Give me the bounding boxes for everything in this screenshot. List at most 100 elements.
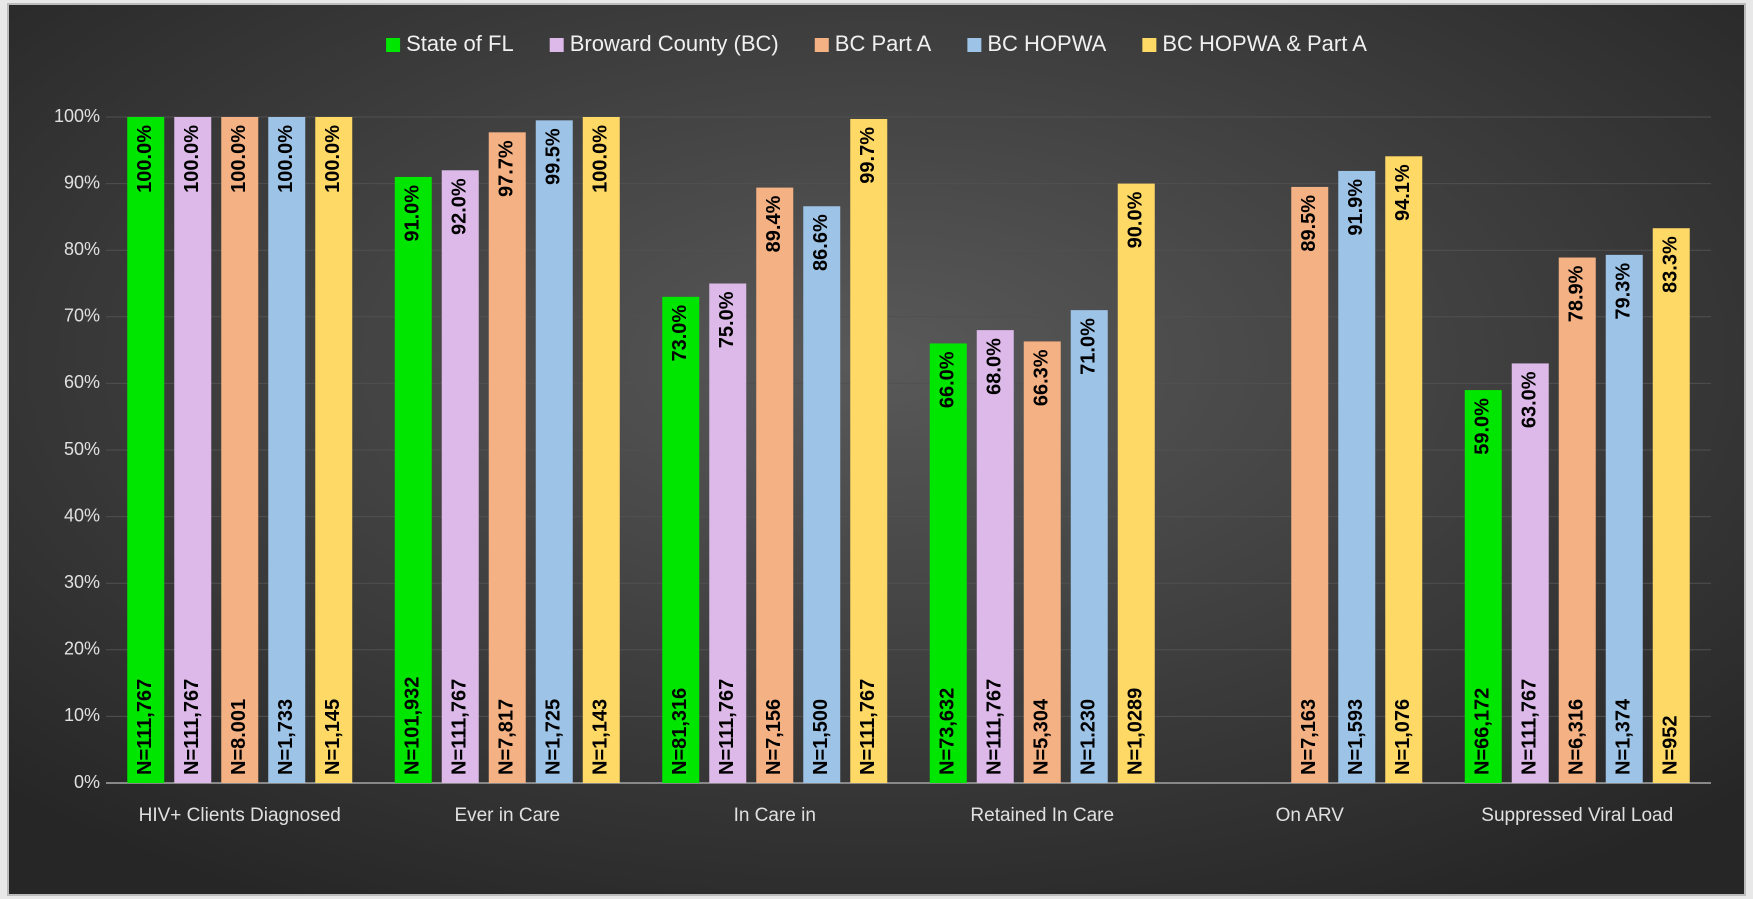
value-label: 71.0%	[1078, 318, 1100, 375]
y-tick-label: 70%	[64, 306, 100, 326]
value-label: 91.0%	[402, 185, 424, 242]
value-label: 78.9%	[1566, 265, 1588, 322]
y-tick-label: 60%	[64, 372, 100, 392]
bar	[1464, 390, 1502, 783]
bar	[1338, 170, 1376, 784]
bar	[976, 330, 1014, 783]
bar	[221, 117, 259, 783]
value-label: 83.3%	[1660, 236, 1682, 293]
y-tick-label: 20%	[64, 639, 100, 659]
legend-label: Broward County (BC)	[570, 31, 779, 56]
value-label: 100.0%	[134, 125, 156, 193]
n-label: N=1,374	[1613, 698, 1635, 775]
n-label: N=7,817	[496, 699, 518, 775]
value-label: 86.6%	[810, 214, 832, 271]
x-tick-label: In Care in	[734, 805, 816, 826]
bar	[1652, 228, 1690, 784]
legend-label: BC Part A	[835, 31, 932, 56]
y-tick-label: 50%	[64, 439, 100, 459]
x-tick-label: Retained In Care	[970, 805, 1114, 826]
y-tick-label: 10%	[64, 705, 100, 725]
bar	[850, 118, 888, 784]
bar	[1070, 310, 1108, 783]
n-label: N=1,593	[1345, 699, 1367, 775]
value-label: 100.0%	[275, 125, 297, 193]
legend-label: BC HOPWA	[987, 31, 1106, 56]
x-tick-label: HIV+ Clients Diagnosed	[139, 805, 341, 826]
bar	[582, 117, 620, 783]
legend-swatch	[386, 38, 401, 52]
legend-swatch	[967, 38, 982, 52]
bar	[1558, 257, 1596, 783]
y-tick-label: 40%	[64, 505, 100, 525]
n-label: N=7,156	[763, 699, 785, 775]
value-label: 100.0%	[228, 125, 250, 193]
bar	[929, 343, 967, 783]
value-label: 91.9%	[1345, 179, 1367, 236]
bar	[1023, 341, 1061, 783]
n-label: N=7,163	[1298, 699, 1320, 775]
legend-swatch	[814, 38, 829, 52]
y-tick-label: 0%	[74, 772, 100, 792]
n-label: N=111,767	[181, 679, 203, 775]
bar	[174, 117, 212, 783]
n-label: N=952	[1660, 716, 1682, 776]
n-label: N=111,767	[984, 679, 1006, 775]
bar	[1605, 254, 1643, 783]
n-label: N=101,932	[402, 677, 424, 775]
y-tick-label: 90%	[64, 172, 100, 192]
n-label: N=1,0289	[1125, 688, 1147, 775]
value-label: 89.5%	[1298, 195, 1320, 252]
value-label: 100.0%	[590, 125, 612, 193]
n-label: N=8.001	[228, 699, 250, 775]
bar	[662, 296, 700, 783]
n-label: N=73,632	[937, 688, 959, 775]
bar	[127, 117, 165, 783]
bar	[709, 283, 747, 783]
n-label: N=1,725	[543, 699, 565, 775]
n-label: N=111,767	[449, 679, 471, 775]
y-tick-label: 80%	[64, 239, 100, 259]
bar	[1117, 183, 1155, 784]
bar	[1511, 363, 1549, 783]
value-label: 94.1%	[1392, 164, 1414, 221]
bar	[756, 187, 794, 783]
bar	[441, 170, 479, 783]
bar	[315, 117, 353, 783]
value-label: 99.5%	[543, 128, 565, 185]
value-label: 89.4%	[763, 195, 785, 252]
value-label: 100.0%	[181, 125, 203, 193]
n-label: N=6,316	[1566, 699, 1588, 775]
n-label: N=1,076	[1392, 699, 1414, 775]
n-label: N=1,145	[322, 699, 344, 775]
bar	[488, 132, 526, 783]
bar	[1291, 186, 1329, 783]
value-label: 92.0%	[449, 178, 471, 235]
n-label: N=81,316	[669, 688, 691, 775]
legend-label: BC HOPWA & Part A	[1162, 31, 1367, 56]
value-label: 100.0%	[322, 125, 344, 193]
y-tick-label: 30%	[64, 572, 100, 592]
x-tick-label: On ARV	[1276, 805, 1345, 826]
bar	[268, 117, 306, 783]
bar	[394, 176, 432, 783]
n-label: N=66,172	[1472, 688, 1494, 775]
value-label: 66.0%	[937, 351, 959, 408]
value-label: 99.7%	[857, 127, 879, 184]
bar	[535, 120, 573, 783]
n-label: N=1,500	[810, 699, 832, 775]
value-label: 79.3%	[1613, 263, 1635, 320]
y-tick-label: 100%	[54, 106, 100, 126]
value-label: 90.0%	[1125, 191, 1147, 248]
n-label: N=5,304	[1031, 698, 1053, 775]
value-label: 68.0%	[984, 338, 1006, 395]
value-label: 97.7%	[496, 140, 518, 197]
n-label: N=111,767	[857, 679, 879, 775]
value-label: 73.0%	[669, 305, 691, 362]
n-label: N=1,733	[275, 699, 297, 775]
n-label: N=111,767	[134, 679, 156, 775]
n-label: N=111,767	[1519, 679, 1541, 775]
legend-swatch	[549, 38, 564, 52]
value-label: 63.0%	[1519, 371, 1541, 428]
